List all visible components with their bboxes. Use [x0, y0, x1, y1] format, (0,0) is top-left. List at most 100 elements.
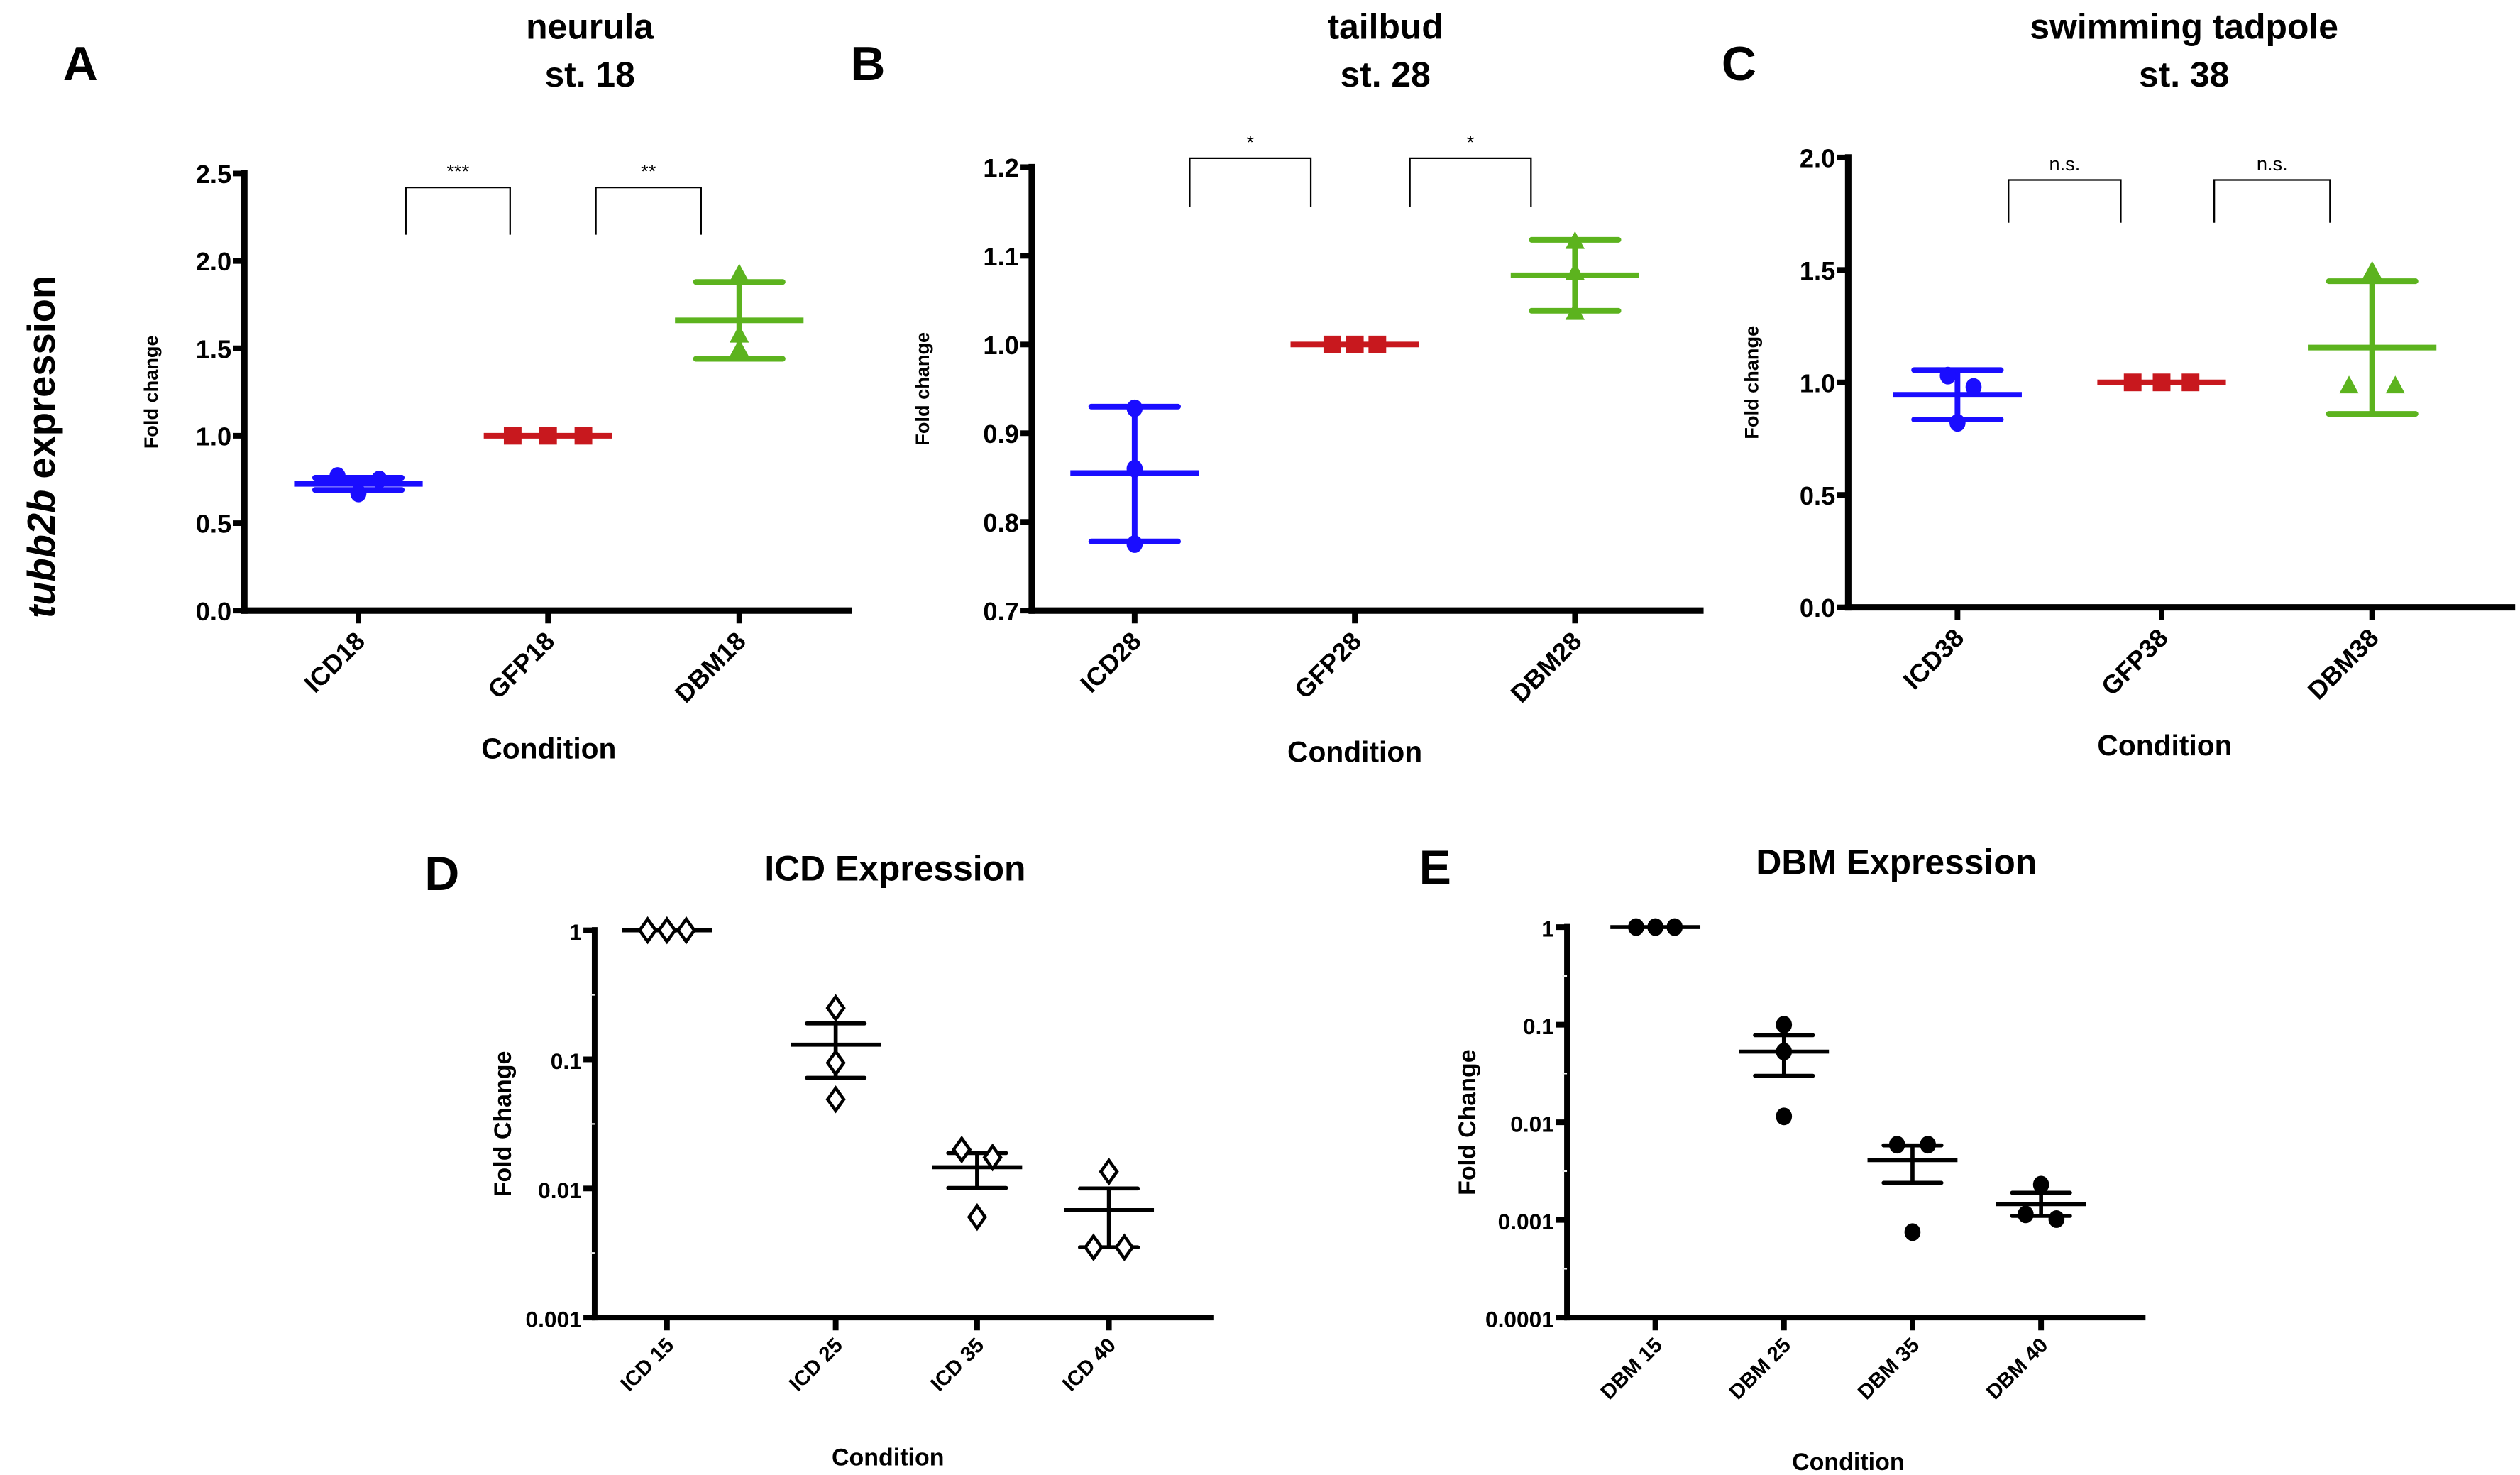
- data-point: [825, 994, 846, 1022]
- significance-bracket: [2213, 179, 2331, 223]
- y-tick-label: 1.0: [983, 331, 1018, 360]
- data-point: [1965, 378, 1982, 396]
- x-tick-label: GFP18: [482, 626, 560, 704]
- x-axis-title: Condition: [2097, 729, 2232, 762]
- series-gfp38: [2097, 373, 2226, 392]
- y-tick-label: 0.5: [196, 510, 231, 539]
- y-tick-label: 0.0001: [1485, 1307, 1554, 1332]
- y-tick-label: 1.0: [1800, 368, 1835, 397]
- x-tick-label: ICD 15: [616, 1334, 678, 1396]
- significance-label: n.s.: [2257, 153, 2288, 175]
- panel-letter: D: [424, 848, 459, 901]
- panel-letter: A: [63, 38, 98, 91]
- x-tick-label: ICD28: [1074, 626, 1147, 698]
- series-dbm38: [2308, 261, 2437, 417]
- significance-bracket: [595, 187, 702, 235]
- x-axis-title: Condition: [1792, 1449, 1904, 1475]
- x-tick-label: DBM 25: [1724, 1334, 1795, 1405]
- significance-bracket: [405, 187, 511, 235]
- data-point: [1368, 335, 1387, 353]
- data-point: [1949, 414, 1966, 432]
- significance-bracket: [1189, 157, 1312, 207]
- series-icd28: [1070, 399, 1199, 553]
- data-point: [1126, 399, 1143, 417]
- data-point: [1565, 262, 1585, 280]
- x-tick-label: ICD 25: [785, 1334, 847, 1396]
- data-point: [1565, 231, 1585, 249]
- data-point: [676, 916, 697, 945]
- y-tick-label: 0.001: [1498, 1209, 1554, 1234]
- y-tick-label: 0.7: [983, 597, 1018, 626]
- x-axis-title: Condition: [481, 732, 616, 764]
- panel-title-line: st. 38: [2139, 55, 2229, 94]
- series-dbm28: [1510, 231, 1639, 320]
- x-tick-label: ICD 40: [1058, 1334, 1121, 1396]
- data-point: [2181, 373, 2200, 392]
- series-gfp28: [1290, 335, 1419, 353]
- panel-e: E DBM Expression 0.0001 0.001 0.01 0.1 1 DBM 15…: [1419, 841, 2146, 1475]
- series-dbm18: [675, 263, 804, 362]
- series-icd-15: [622, 916, 712, 945]
- y-axis-title: Fold change: [911, 332, 933, 446]
- side-label-rest: expression: [20, 275, 63, 490]
- series-icd18: [294, 467, 423, 503]
- data-point: [1114, 1233, 1135, 1261]
- data-point: [730, 263, 749, 282]
- y-tick-label: 0.001: [525, 1307, 581, 1332]
- y-tick-label: 2.5: [196, 160, 231, 189]
- panel-title-line: DBM Expression: [1756, 842, 2037, 882]
- data-point: [1776, 1107, 1793, 1126]
- panel-title-line: ICD Expression: [764, 848, 1025, 888]
- data-point: [967, 1202, 988, 1232]
- series-dbm-40: [1996, 1175, 2086, 1228]
- panel-title-line: st. 18: [544, 55, 634, 94]
- data-point: [1647, 918, 1663, 936]
- data-point: [1888, 1136, 1905, 1154]
- x-tick-label: GFP28: [1289, 626, 1367, 704]
- y-axis-title: Fold change: [1741, 326, 1763, 439]
- x-tick-label: DBM28: [1505, 626, 1588, 708]
- data-point: [982, 1143, 1003, 1172]
- data-point: [1920, 1136, 1937, 1154]
- data-point: [1099, 1157, 1119, 1186]
- data-point: [1939, 366, 1957, 385]
- significance-label: *: [1467, 131, 1475, 153]
- y-tick-label: 1.2: [983, 153, 1018, 182]
- panel-d: D ICD Expression 0.001 0.01 0.1 1 ICD 15 ICD 25…: [424, 848, 1214, 1471]
- data-point: [1904, 1223, 1921, 1241]
- data-point: [2032, 1175, 2049, 1194]
- y-axis-title: Fold Change: [1454, 1049, 1481, 1195]
- data-point: [503, 427, 522, 445]
- data-point: [825, 1048, 846, 1078]
- y-tick-label: 1.5: [196, 334, 231, 363]
- significance-label: **: [641, 160, 656, 182]
- data-point: [656, 916, 677, 945]
- panel-title-line: tailbud: [1328, 6, 1443, 46]
- x-tick-label: ICD18: [298, 626, 370, 698]
- x-tick-label: DBM 35: [1854, 1334, 1925, 1405]
- panel-letter: C: [1722, 38, 1756, 91]
- data-point: [730, 324, 749, 343]
- x-tick-label: DBM 40: [1982, 1334, 2053, 1405]
- x-tick-label: ICD38: [1898, 623, 1970, 696]
- panel-title-line: st. 28: [1340, 55, 1430, 94]
- y-tick-label: 0.01: [538, 1178, 582, 1203]
- series-icd38: [1893, 366, 2022, 432]
- data-point: [1346, 335, 1364, 353]
- y-tick-label: 0.01: [1510, 1112, 1554, 1137]
- series-icd-25: [791, 994, 881, 1114]
- x-tick-label: DBM38: [2302, 623, 2384, 706]
- y-tick-label: 0.9: [983, 420, 1018, 449]
- y-tick-label: 0.0: [196, 597, 231, 626]
- data-point: [574, 427, 593, 445]
- panel-letter: E: [1419, 841, 1451, 894]
- data-point: [1323, 335, 1341, 353]
- significance-label: *: [1246, 131, 1254, 153]
- data-point: [2152, 373, 2171, 392]
- y-tick-label: 1.1: [983, 242, 1018, 271]
